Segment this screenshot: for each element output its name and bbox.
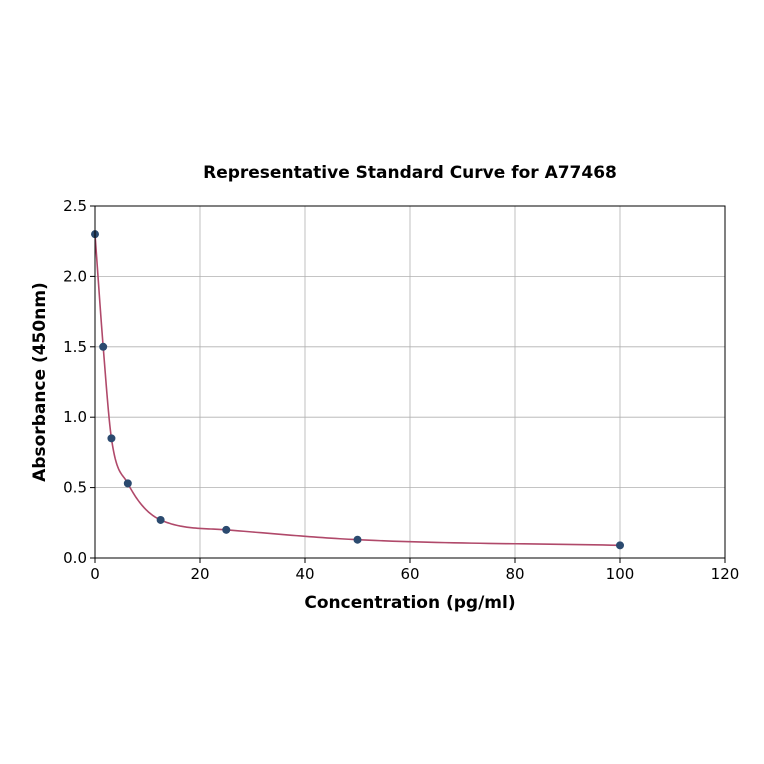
data-point (616, 541, 624, 550)
x-axis-label: Concentration (pg/ml) (304, 593, 515, 613)
data-point (156, 515, 165, 524)
data-points-layer (91, 230, 624, 550)
y-tick-label: 0.5 (63, 479, 87, 497)
x-tick-label: 20 (190, 565, 209, 583)
x-tick-label: 60 (400, 565, 419, 583)
x-tick-label: 100 (606, 565, 635, 583)
x-tick-label: 0 (90, 565, 100, 583)
x-tick-label: 80 (505, 565, 524, 583)
x-tick-label: 40 (295, 565, 314, 583)
data-point (107, 434, 116, 443)
chart-title: Representative Standard Curve for A77468 (203, 163, 617, 183)
data-point (222, 525, 231, 534)
grid-lines (94, 205, 726, 559)
y-tick-label: 2.0 (63, 267, 87, 285)
data-point (99, 342, 108, 351)
y-tick-label: 2.5 (63, 197, 87, 215)
fit-curve-layer (94, 234, 621, 547)
y-axis-label: Absorbance (450nm) (30, 282, 50, 482)
axis-ticks: 0 20 40 60 80 100 120 0.0 0.5 1.0 1.5 2.0 2.5 (63, 197, 739, 583)
data-point (123, 479, 132, 488)
data-point (353, 535, 362, 544)
x-tick-label: 120 (711, 565, 740, 583)
y-tick-label: 0.0 (63, 549, 87, 567)
y-tick-label: 1.0 (63, 408, 87, 426)
y-tick-label: 1.5 (63, 338, 87, 356)
fit-curve (94, 234, 621, 547)
